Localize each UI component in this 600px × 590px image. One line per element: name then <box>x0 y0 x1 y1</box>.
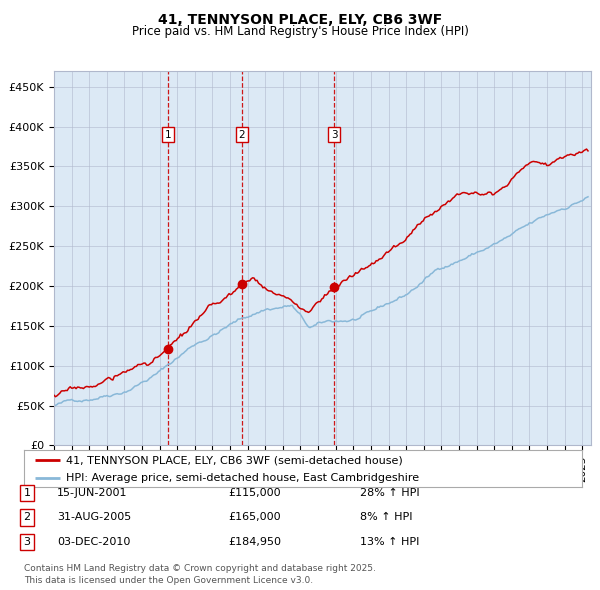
Text: 03-DEC-2010: 03-DEC-2010 <box>57 537 130 547</box>
Text: 8% ↑ HPI: 8% ↑ HPI <box>360 513 413 522</box>
Text: 13% ↑ HPI: 13% ↑ HPI <box>360 537 419 547</box>
Text: 1: 1 <box>164 130 171 140</box>
Text: HPI: Average price, semi-detached house, East Cambridgeshire: HPI: Average price, semi-detached house,… <box>66 473 419 483</box>
Text: 2: 2 <box>239 130 245 140</box>
Text: 3: 3 <box>331 130 338 140</box>
Text: 41, TENNYSON PLACE, ELY, CB6 3WF (semi-detached house): 41, TENNYSON PLACE, ELY, CB6 3WF (semi-d… <box>66 455 403 466</box>
Text: 31-AUG-2005: 31-AUG-2005 <box>57 513 131 522</box>
Text: Price paid vs. HM Land Registry's House Price Index (HPI): Price paid vs. HM Land Registry's House … <box>131 25 469 38</box>
Text: Contains HM Land Registry data © Crown copyright and database right 2025.
This d: Contains HM Land Registry data © Crown c… <box>24 565 376 585</box>
Text: £184,950: £184,950 <box>228 537 281 547</box>
Text: £165,000: £165,000 <box>228 513 281 522</box>
Text: 41, TENNYSON PLACE, ELY, CB6 3WF: 41, TENNYSON PLACE, ELY, CB6 3WF <box>158 13 442 27</box>
Text: £115,000: £115,000 <box>228 488 281 497</box>
Text: 15-JUN-2001: 15-JUN-2001 <box>57 488 128 497</box>
Text: 3: 3 <box>23 537 31 547</box>
Text: 2: 2 <box>23 513 31 522</box>
Text: 1: 1 <box>23 488 31 497</box>
Text: 28% ↑ HPI: 28% ↑ HPI <box>360 488 419 497</box>
